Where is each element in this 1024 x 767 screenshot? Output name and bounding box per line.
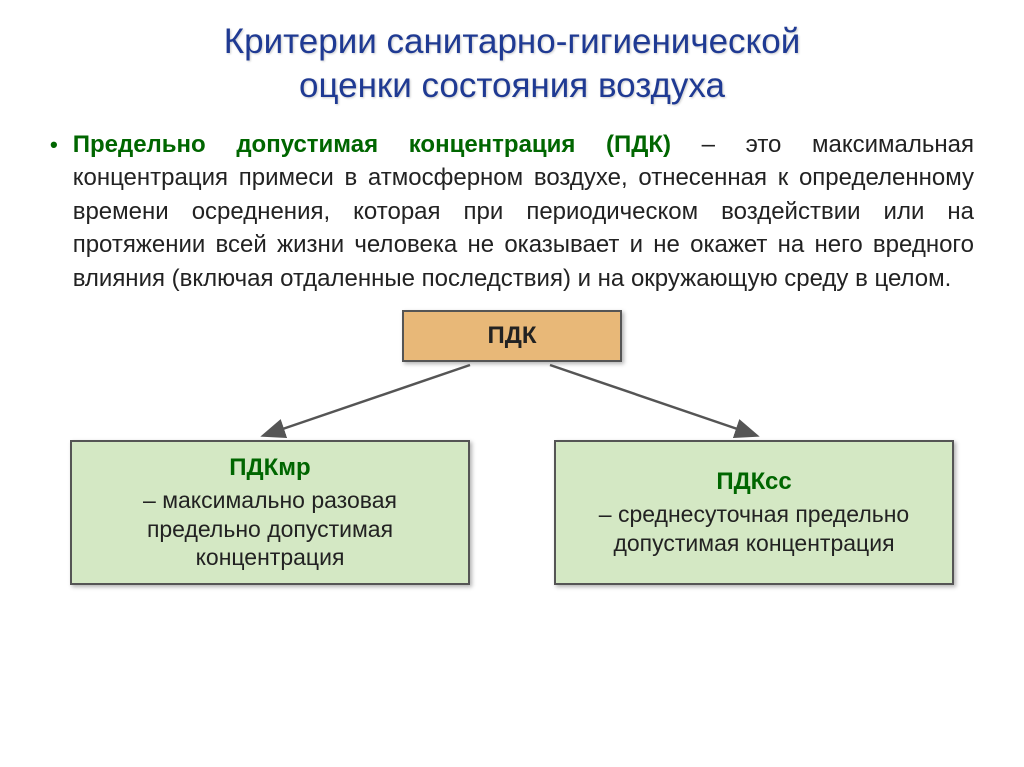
connector-arrows xyxy=(50,360,974,450)
right-node-abbr: ПДКсс xyxy=(716,468,791,496)
right-child-node: ПДКсс – среднесуточная предельно допусти… xyxy=(554,440,954,585)
left-node-abbr: ПДКмр xyxy=(229,454,310,482)
diagram-area: ПДК ПДКмр – максимально разовая предельн… xyxy=(50,310,974,590)
root-node-label: ПДК xyxy=(488,322,537,350)
title-line-1: Критерии санитарно-гигиенической xyxy=(224,22,801,61)
root-node: ПДК xyxy=(402,310,622,362)
right-node-desc: – среднесуточная предельно допустимая ко… xyxy=(576,500,932,558)
definition-term: Предельно допустимая концентрация (ПДК) xyxy=(73,131,671,158)
left-node-desc: – максимально разовая предельно допустим… xyxy=(92,486,448,572)
slide-title: Критерии санитарно-гигиенической оценки … xyxy=(50,20,974,108)
bullet-icon: • xyxy=(50,132,58,158)
title-line-2: оценки состояния воздуха xyxy=(299,66,725,105)
definition-text: Предельно допустимая концентрация (ПДК) … xyxy=(73,128,974,296)
left-child-node: ПДКмр – максимально разовая предельно до… xyxy=(70,440,470,585)
definition-block: • Предельно допустимая концентрация (ПДК… xyxy=(50,128,974,296)
